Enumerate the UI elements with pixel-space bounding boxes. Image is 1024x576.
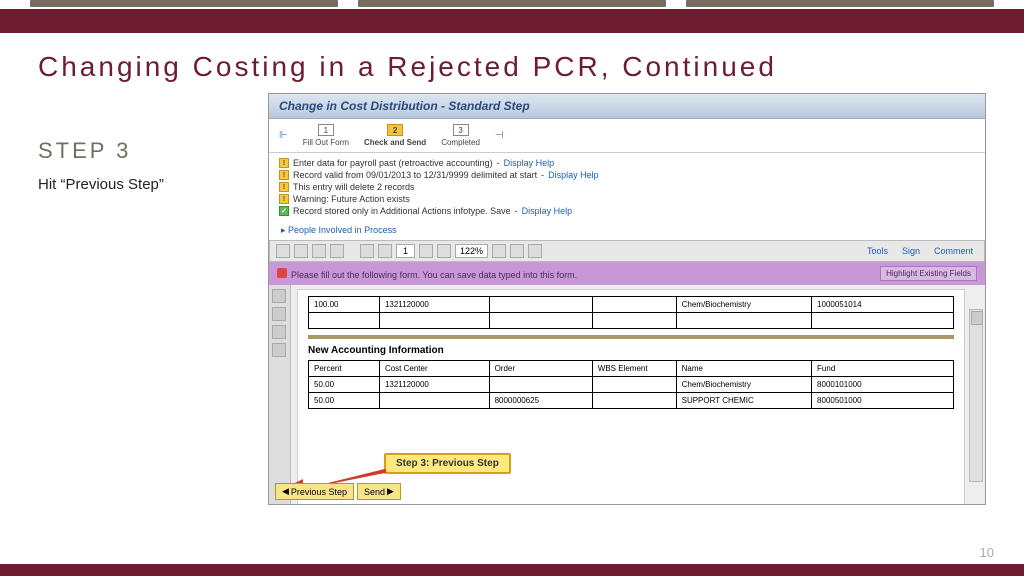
alert-text: Enter data for payroll past (retroactive… (293, 158, 493, 168)
wizard-step-3[interactable]: 3 Completed (441, 124, 480, 147)
top-decorative-bar (0, 0, 1024, 7)
alert-row: ✓ Record stored only in Additional Action… (279, 205, 975, 217)
toolbar-up-icon[interactable] (360, 244, 374, 258)
app-window-title: Change in Cost Distribution - Standard S… (269, 94, 985, 119)
chevron-right-icon: ▶ (387, 486, 394, 497)
toolbar-print-icon[interactable] (294, 244, 308, 258)
display-help-link[interactable]: Display Help (548, 170, 599, 180)
toolbar-view-icon[interactable] (510, 244, 524, 258)
alert-row: ! This entry will delete 2 records (279, 181, 975, 193)
new-accounting-header: New Accounting Information (308, 345, 954, 356)
send-button[interactable]: Send▶ (357, 483, 401, 500)
previous-step-button[interactable]: ◀Previous Step (275, 483, 354, 500)
alert-row: ! Warning: Future Action exists (279, 193, 975, 205)
application-screenshot: Change in Cost Distribution - Standard S… (268, 93, 986, 505)
maroon-header-band (0, 9, 1024, 33)
alert-text: Warning: Future Action exists (293, 194, 410, 204)
alert-row: ! Enter data for payroll past (retroactiv… (279, 157, 975, 169)
toolbar-fit-icon[interactable] (492, 244, 506, 258)
sidebar-thumbnails-icon[interactable] (272, 289, 286, 303)
alerts-panel: ! Enter data for payroll past (retroactiv… (269, 153, 985, 221)
wizard-progress: ⊩ 1 Fill Out Form 2 Check and Send 3 Com… (269, 119, 985, 153)
scroll-up-icon[interactable] (971, 311, 983, 325)
toolbar-mail-icon[interactable] (312, 244, 326, 258)
tools-link[interactable]: Tools (862, 246, 893, 256)
warning-icon: ! (279, 182, 289, 192)
slide-page-number: 10 (980, 545, 994, 560)
step-number-label: STEP 3 (38, 138, 268, 164)
banner-text: Please fill out the following form. You … (291, 270, 577, 280)
section-divider (308, 335, 954, 339)
wizard-step-3-box: 3 (453, 124, 469, 136)
people-involved-link[interactable]: People Involved in Process (269, 221, 985, 240)
sidebar-signatures-icon[interactable] (272, 343, 286, 357)
wizard-step-1-box: 1 (318, 124, 334, 136)
sidebar-bookmarks-icon[interactable] (272, 307, 286, 321)
existing-accounting-table: 100.00 1321120000 Chem/Biochemistry 1000… (308, 296, 954, 329)
wizard-end-icon: ⊣ (495, 130, 504, 141)
toolbar-export-icon[interactable] (330, 244, 344, 258)
success-icon: ✓ (279, 206, 289, 216)
table-row (309, 313, 954, 329)
display-help-link[interactable]: Display Help (504, 158, 555, 168)
content-area: STEP 3 Hit “Previous Step” Change in Cos… (0, 93, 1024, 505)
wizard-step-2[interactable]: 2 Check and Send (364, 124, 426, 147)
new-accounting-table: Percent Cost Center Order WBS Element Na… (308, 360, 954, 409)
toolbar-zoom-out-icon[interactable] (419, 244, 433, 258)
step-instruction: Hit “Previous Step” (38, 176, 268, 193)
warning-icon: ! (279, 158, 289, 168)
pdf-sidebar (269, 285, 291, 505)
table-row: 50.001321120000Chem/Biochemistry80001010… (309, 377, 954, 393)
toolbar-fullscreen-icon[interactable] (528, 244, 542, 258)
wizard-step-1[interactable]: 1 Fill Out Form (303, 124, 349, 147)
table-row: 50.008000000625SUPPORT CHEMIC8000501000 (309, 393, 954, 409)
toolbar-save-icon[interactable] (276, 244, 290, 258)
warning-icon: ! (279, 194, 289, 204)
wizard-step-2-label: Check and Send (364, 138, 426, 147)
alert-text: Record stored only in Additional Actions… (293, 206, 511, 216)
step-callout: Step 3: Previous Step (384, 453, 511, 474)
page-number-input[interactable]: 1 (396, 244, 415, 258)
zoom-level[interactable]: 122% (455, 244, 488, 258)
sidebar-attachments-icon[interactable] (272, 325, 286, 339)
toolbar-zoom-in-icon[interactable] (437, 244, 451, 258)
comment-link[interactable]: Comment (929, 246, 978, 256)
highlight-fields-button[interactable]: Highlight Existing Fields (880, 266, 977, 281)
table-row: 100.00 1321120000 Chem/Biochemistry 1000… (309, 297, 954, 313)
display-help-link[interactable]: Display Help (522, 206, 573, 216)
alert-row: ! Record valid from 09/01/2013 to 12/31/9… (279, 169, 975, 181)
alert-text: This entry will delete 2 records (293, 182, 415, 192)
warning-icon: ! (279, 170, 289, 180)
chevron-left-icon: ◀ (282, 486, 289, 497)
slide-title: Changing Costing in a Rejected PCR, Cont… (0, 33, 1024, 93)
table-header-row: Percent Cost Center Order WBS Element Na… (309, 361, 954, 377)
sign-link[interactable]: Sign (897, 246, 925, 256)
maroon-footer-band (0, 564, 1024, 576)
toolbar-down-icon[interactable] (378, 244, 392, 258)
form-fill-banner: Please fill out the following form. You … (269, 262, 985, 285)
left-column: STEP 3 Hit “Previous Step” (38, 93, 268, 505)
pdf-toolbar: 1 122% Tools Sign Comment (269, 240, 985, 262)
wizard-start-icon: ⊩ (279, 130, 288, 141)
wizard-step-3-label: Completed (441, 138, 480, 147)
navigation-buttons: ◀Previous Step Send▶ (275, 483, 401, 500)
alert-text: Record valid from 09/01/2013 to 12/31/99… (293, 170, 537, 180)
wizard-step-1-label: Fill Out Form (303, 138, 349, 147)
scrollbar[interactable] (969, 309, 983, 482)
wizard-step-2-box: 2 (387, 124, 403, 136)
pdf-form-icon (277, 268, 287, 278)
